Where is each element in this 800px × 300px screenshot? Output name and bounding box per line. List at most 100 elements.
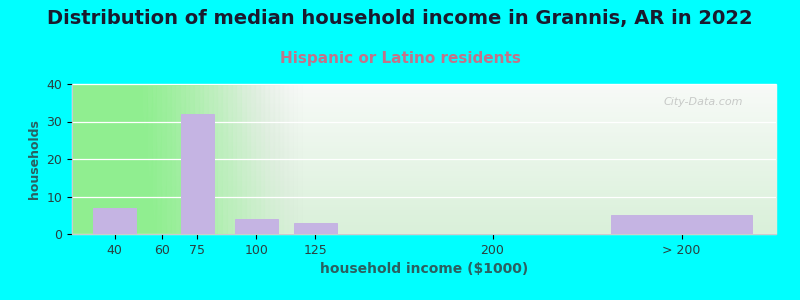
Bar (72, 173, 776, 174)
Bar (72, 198, 776, 199)
Bar (72, 84, 180, 234)
X-axis label: household income ($1000): household income ($1000) (320, 262, 528, 276)
Bar (72, 214, 776, 215)
Bar (72, 174, 776, 175)
Bar (72, 166, 776, 167)
Bar (72, 196, 776, 197)
Bar (72, 84, 95, 234)
Bar (72, 84, 298, 234)
Bar (72, 156, 776, 157)
Bar (72, 206, 776, 207)
Bar (72, 84, 82, 234)
Bar (72, 144, 776, 145)
Bar (72, 151, 776, 152)
Bar (72, 84, 302, 234)
Bar (72, 84, 105, 234)
Bar (72, 205, 776, 206)
Bar (72, 84, 170, 234)
Bar (72, 178, 776, 179)
Bar (72, 172, 776, 173)
Bar (72, 189, 776, 190)
Bar (72, 84, 128, 234)
Text: City-Data.com: City-Data.com (663, 97, 743, 107)
Bar (72, 84, 274, 234)
Bar (72, 84, 288, 234)
Bar (72, 105, 776, 106)
Bar (72, 165, 776, 166)
Bar (72, 94, 776, 95)
Bar (72, 155, 776, 156)
Bar (72, 84, 194, 234)
Bar (72, 125, 776, 126)
Bar (72, 89, 776, 90)
Bar (72, 101, 776, 102)
Bar (72, 169, 776, 170)
Bar (72, 84, 152, 234)
Bar (72, 207, 776, 208)
Bar (72, 184, 776, 185)
Bar (72, 194, 776, 195)
Bar (72, 170, 776, 171)
Bar (72, 92, 776, 93)
Bar (72, 230, 776, 231)
Bar (72, 146, 776, 147)
Bar (72, 126, 776, 127)
Bar (72, 110, 776, 111)
Bar (72, 203, 776, 204)
Bar (72, 141, 776, 142)
Bar (72, 90, 776, 91)
Bar (72, 120, 776, 121)
Bar (72, 216, 776, 217)
Bar (72, 145, 776, 146)
Bar (72, 124, 776, 125)
Bar (72, 84, 213, 234)
Bar (72, 218, 776, 219)
Bar (72, 84, 185, 234)
Bar (72, 204, 776, 205)
Bar (72, 140, 776, 141)
Bar (72, 84, 142, 234)
Bar (72, 169, 776, 170)
Bar (72, 132, 776, 133)
Bar (72, 84, 161, 234)
Bar (72, 222, 776, 223)
Bar (72, 95, 776, 96)
Bar (72, 84, 119, 234)
Bar (72, 219, 776, 220)
Bar (72, 160, 776, 161)
Bar (72, 84, 203, 234)
Bar (72, 191, 776, 192)
Bar (72, 84, 278, 234)
Bar (72, 96, 776, 97)
Bar (72, 100, 776, 101)
Y-axis label: households: households (28, 119, 41, 199)
Bar (72, 167, 776, 168)
Bar (72, 84, 293, 234)
Bar (72, 197, 776, 198)
Bar (72, 84, 124, 234)
Bar (72, 211, 776, 212)
Bar (72, 84, 231, 234)
Bar (72, 210, 776, 211)
Bar (72, 183, 776, 184)
Bar (72, 87, 776, 88)
Bar (72, 97, 776, 98)
Bar (72, 122, 776, 123)
Bar (72, 84, 100, 234)
Bar (72, 114, 776, 115)
Bar (72, 149, 776, 150)
Bar (72, 157, 776, 158)
Bar (72, 187, 776, 188)
Bar (72, 215, 776, 216)
Bar (72, 182, 776, 183)
Bar (72, 233, 776, 234)
Bar (72, 225, 776, 226)
Bar (72, 220, 776, 221)
Bar (72, 217, 776, 218)
Bar (72, 185, 776, 186)
Bar (72, 84, 269, 234)
Bar (72, 84, 222, 234)
Bar (72, 84, 198, 234)
Bar (72, 111, 776, 112)
Bar (72, 99, 776, 100)
